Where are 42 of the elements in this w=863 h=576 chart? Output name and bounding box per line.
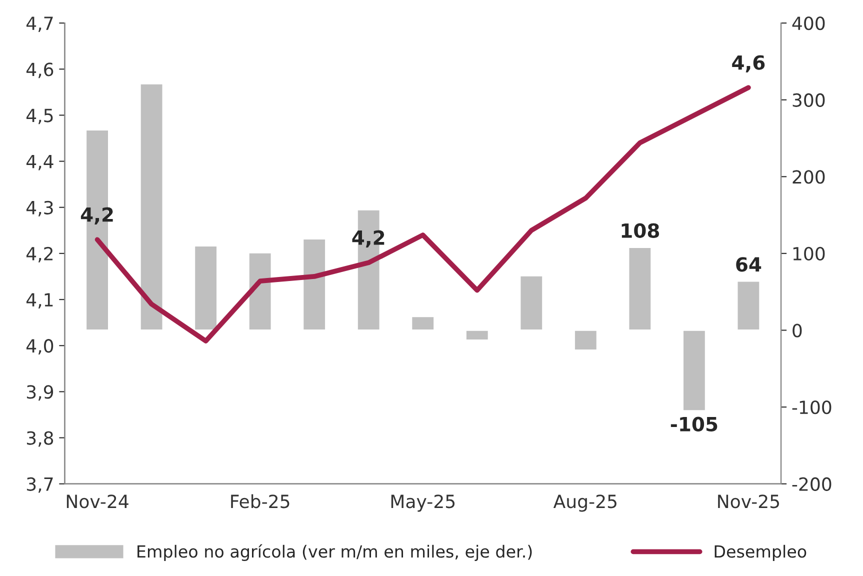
y2-tick-label: -100 — [792, 400, 832, 414]
x-tick-label: Aug-25 — [553, 494, 616, 512]
legend-label: Desempleo — [714, 544, 806, 561]
y-tick-label: 4,4 — [26, 154, 54, 170]
bar — [628, 246, 652, 331]
bar — [682, 330, 706, 412]
y-tick-label: 4,7 — [26, 16, 53, 32]
y2-tick-label: 0 — [792, 324, 802, 338]
y2-tick-label: -200 — [792, 477, 832, 491]
y-tick-label: 4,3 — [26, 200, 53, 216]
y-tick-label: 3,9 — [26, 385, 54, 401]
data-label: 4,2 — [80, 207, 113, 224]
data-label: 108 — [622, 223, 660, 238]
legend-label: Empleo no agrícola (ver m/m en miles, eje der.) — [138, 544, 532, 561]
y2-tick-label: 100 — [793, 246, 825, 261]
y2-tick-label: 300 — [792, 93, 825, 107]
bar — [139, 83, 164, 331]
y-tick-label: 4,0 — [26, 339, 54, 355]
bar — [465, 330, 490, 341]
y2-tick-label: 400 — [792, 16, 825, 30]
data-label: 4,2 — [352, 230, 384, 248]
x-tick-label: Nov-25 — [718, 494, 780, 508]
y-tick-label: 3,8 — [26, 431, 54, 447]
bar — [519, 275, 544, 331]
y2-tick-label: 200 — [792, 170, 825, 184]
data-label: 64 — [736, 257, 762, 272]
bar — [574, 330, 598, 351]
data-label: 4,6 — [732, 55, 765, 72]
bar — [194, 245, 218, 331]
y-tick-label: 4,5 — [26, 108, 53, 124]
y-tick-label: 4,1 — [26, 293, 53, 308]
y-tick-label: 4,2 — [26, 246, 52, 262]
data-label: -105 — [670, 416, 718, 432]
bar — [248, 252, 272, 331]
bar — [410, 316, 435, 331]
bar — [736, 280, 761, 331]
y-tick-label: 3,7 — [26, 477, 53, 493]
bar — [302, 238, 326, 331]
y-tick-label: 4,6 — [26, 62, 54, 78]
x-tick-label: Feb-25 — [231, 494, 290, 508]
x-tick-label: Nov-24 — [66, 494, 128, 508]
x-tick-label: May-25 — [391, 494, 455, 512]
